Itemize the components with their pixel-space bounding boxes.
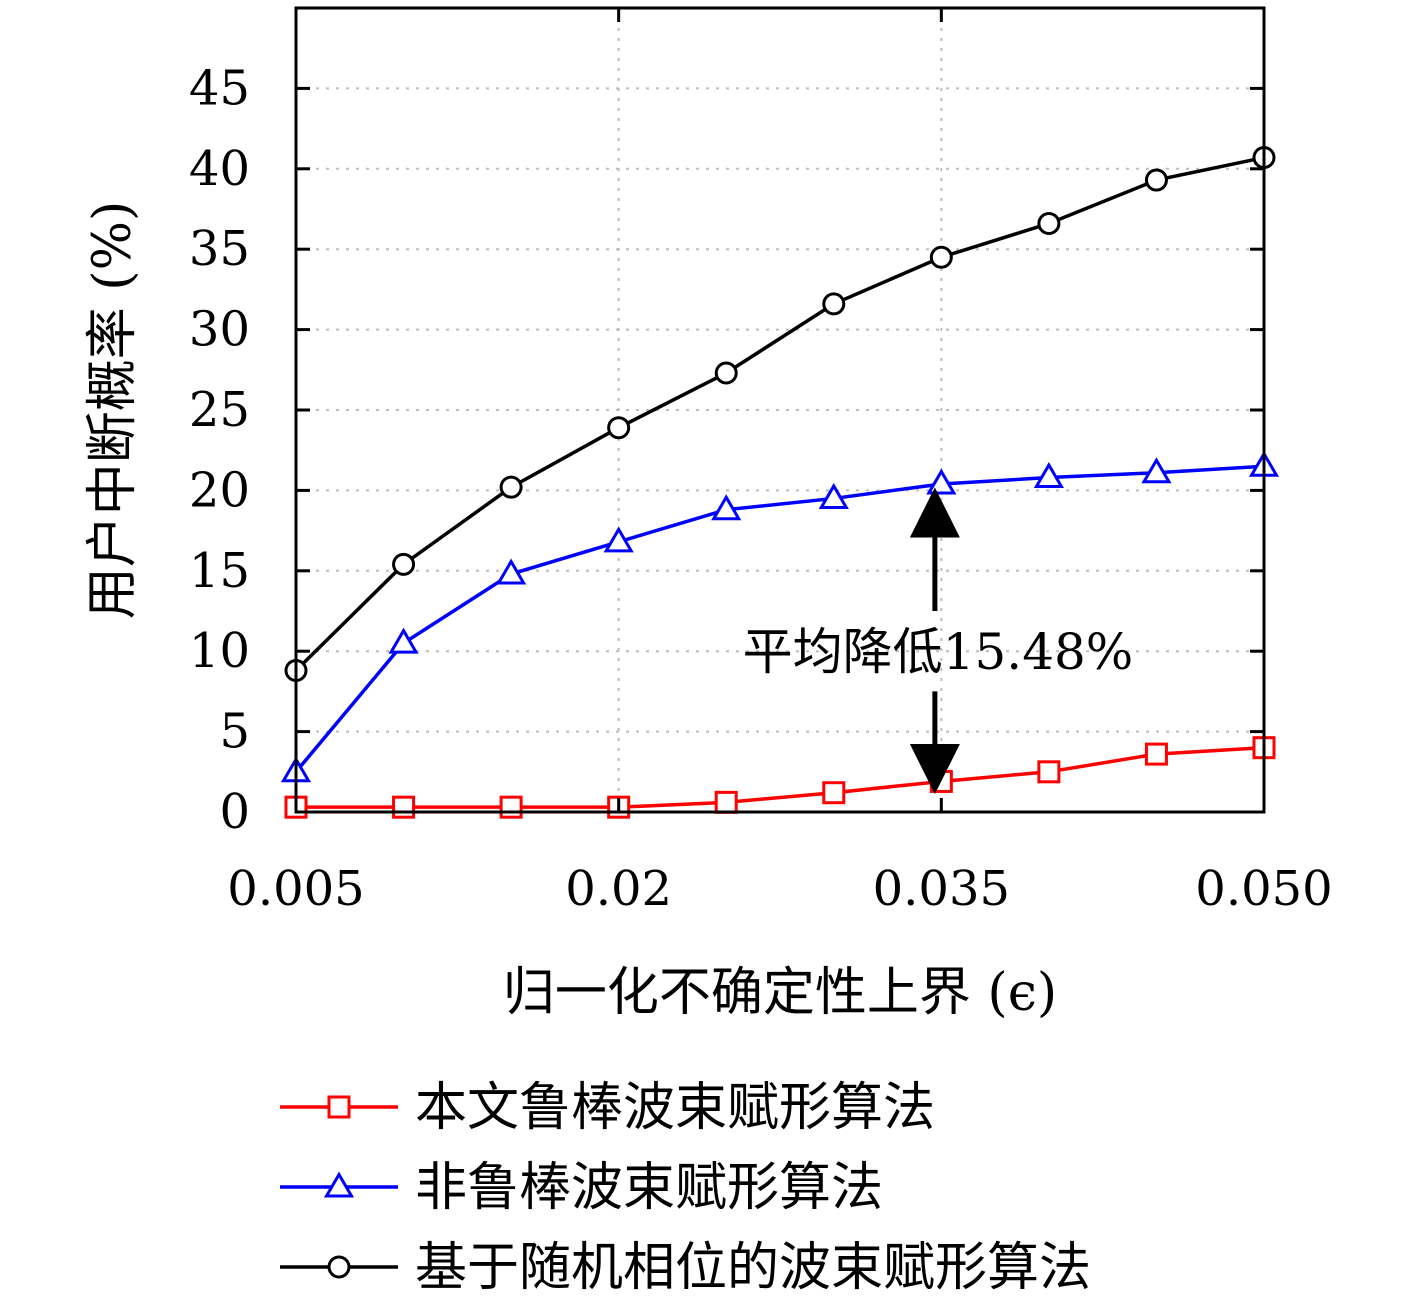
data-point-square	[327, 1095, 351, 1119]
x-tick-label: 0.035	[873, 861, 1010, 917]
data-point-triangle	[323, 1171, 355, 1198]
data-point-triangle	[603, 526, 634, 553]
y-tick-label: 25	[189, 382, 250, 438]
x-tick-label: 0.005	[227, 861, 364, 917]
data-point-circle	[499, 475, 523, 499]
y-tick-label: 30	[189, 302, 250, 358]
data-point-square	[822, 781, 846, 805]
data-point-circle	[327, 1255, 351, 1279]
data-point-triangle	[1033, 462, 1064, 489]
series-square	[284, 736, 1276, 819]
data-point-circle	[392, 552, 416, 576]
data-point-circle	[1144, 168, 1168, 192]
legend-label: 本文鲁棒波束赋形算法	[415, 1078, 935, 1138]
y-tick-label: 15	[189, 543, 250, 599]
legend-item: 非鲁棒波束赋形算法	[280, 1158, 883, 1218]
y-tick-label: 5	[219, 704, 250, 760]
legend-label: 非鲁棒波束赋形算法	[415, 1158, 883, 1218]
data-point-square	[1037, 760, 1061, 784]
data-point-square	[1144, 742, 1168, 766]
data-point-circle	[714, 361, 738, 385]
y-tick-label: 0	[219, 784, 250, 840]
data-point-circle	[822, 292, 846, 316]
data-point-square	[499, 795, 523, 819]
data-point-triangle	[388, 627, 419, 654]
annotation: 平均降低15.48%	[743, 487, 1134, 795]
x-tick-label: 0.02	[565, 861, 672, 917]
data-point-circle	[929, 245, 953, 269]
series-layer	[280, 146, 1280, 819]
data-point-triangle	[496, 558, 527, 585]
y-tick-label: 20	[189, 462, 250, 518]
x-tick-label: 0.050	[1195, 861, 1332, 917]
series-triangle	[280, 450, 1280, 783]
data-point-triangle	[711, 494, 742, 521]
data-point-triangle	[1141, 457, 1172, 484]
y-tick-label: 35	[189, 221, 250, 277]
y-axis-title: 用户中断概率 (%)	[83, 201, 143, 620]
series-line	[296, 745, 1265, 809]
annotation-text: 平均降低15.48%	[743, 623, 1134, 681]
x-axis-title: 归一化不确定性上界 (ϵ)	[503, 963, 1057, 1023]
data-point-circle	[1037, 211, 1061, 235]
grid-lines	[296, 8, 1264, 812]
data-point-square	[929, 769, 953, 793]
legend-item: 本文鲁棒波束赋形算法	[280, 1078, 935, 1138]
legend-item: 基于随机相位的波束赋形算法	[280, 1238, 1091, 1298]
y-tick-label: 10	[189, 623, 250, 679]
y-tick-label: 40	[189, 141, 250, 197]
series-line	[294, 155, 1265, 672]
series-line	[294, 464, 1265, 773]
data-point-triangle	[818, 482, 849, 509]
axis-ticks: 0 5 10 15 20 25 30 35 40 45 0.005 0.02 0.035 0.050	[189, 8, 1333, 917]
data-point-square	[392, 795, 416, 819]
data-point-circle	[607, 416, 631, 440]
y-tick-label: 45	[189, 60, 250, 116]
legend-label: 基于随机相位的波束赋形算法	[415, 1238, 1091, 1298]
data-point-square	[714, 790, 738, 814]
series-circle	[284, 146, 1276, 682]
